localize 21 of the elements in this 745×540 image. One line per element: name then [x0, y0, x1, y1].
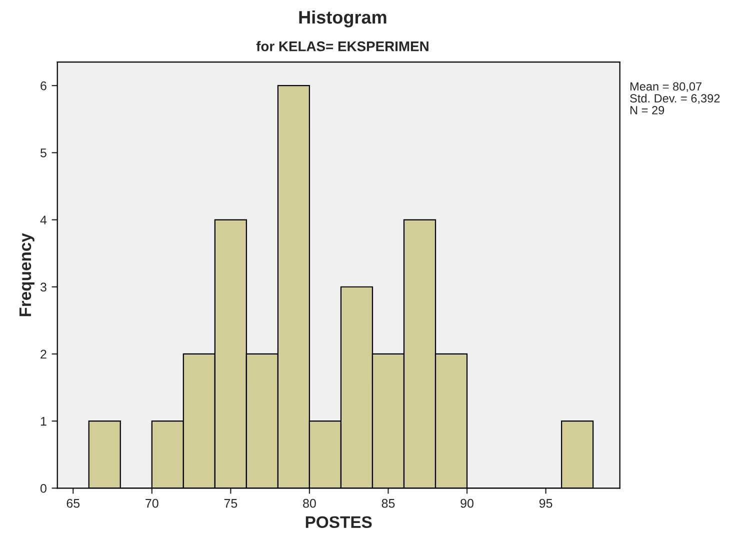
x-axis-title: POSTES: [306, 516, 372, 528]
x-tick-label: 75: [224, 499, 238, 508]
chart-title: Histogram: [299, 10, 386, 28]
y-tick-label: 5: [40, 148, 46, 158]
y-axis-title: Frequency: [20, 233, 34, 316]
y-tick-label: 3: [40, 282, 46, 292]
x-tick-label: 80: [303, 498, 316, 508]
chart-subtitle: for KELAS= EKSPERIMEN: [256, 41, 428, 52]
text: Std. Dev. = 6,392: [630, 94, 720, 104]
x-tick-label: 90: [460, 498, 474, 508]
x-tick-label: 85: [382, 498, 395, 508]
x-tick-label: 70: [146, 498, 158, 508]
y-tick-label: 0: [40, 484, 46, 493]
y-tick-label: 6: [40, 81, 46, 90]
y-tick-label: 4: [40, 216, 47, 224]
text: N = 29: [630, 106, 664, 114]
x-tick-label: 95: [539, 498, 552, 508]
y-tick-label: 2: [40, 350, 46, 358]
text: Mean = 80,07: [630, 82, 702, 92]
y-tick-label: 1: [40, 416, 46, 426]
x-tick-label: 65: [66, 498, 80, 508]
